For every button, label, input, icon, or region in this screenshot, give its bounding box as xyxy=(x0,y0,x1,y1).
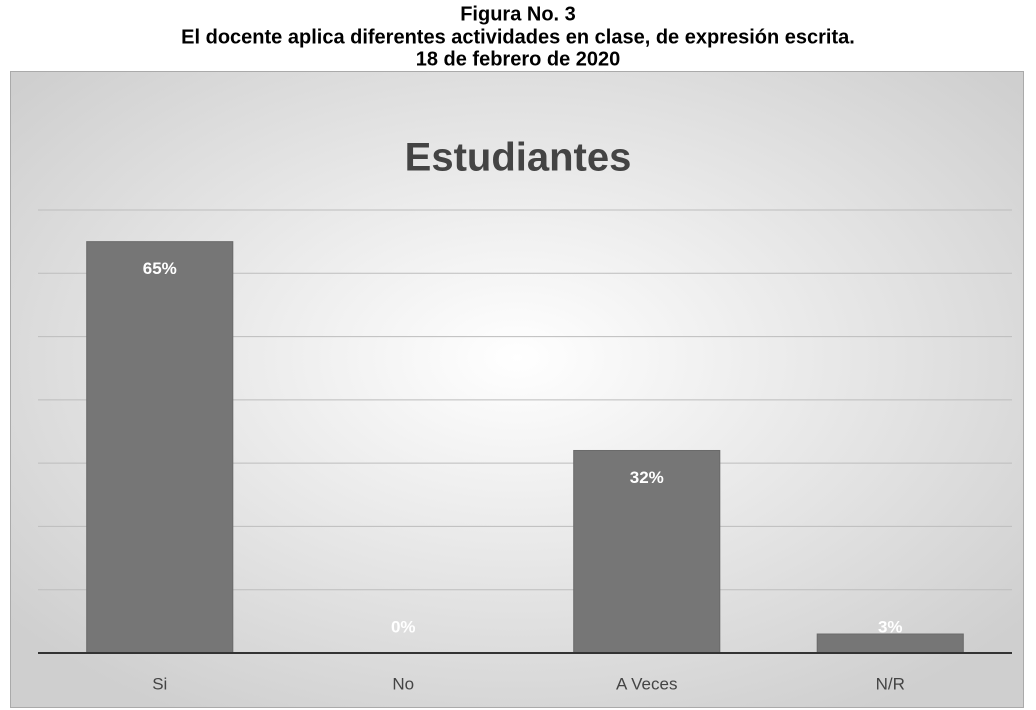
x-tick-label: A Veces xyxy=(616,674,677,693)
x-tick-label: Si xyxy=(152,674,167,693)
data-label: 0% xyxy=(391,617,416,636)
x-tick-label: No xyxy=(392,674,414,693)
caption: 18 de febrero de 2020 xyxy=(416,48,621,70)
data-label: 65% xyxy=(143,259,177,278)
bar xyxy=(816,633,964,654)
caption: Figura No. 3 xyxy=(460,3,576,25)
data-label: 32% xyxy=(630,468,664,487)
caption: El docente aplica diferentes actividades… xyxy=(181,26,855,48)
chart-title: Estudiantes xyxy=(405,136,632,180)
data-label: 3% xyxy=(878,617,903,636)
bar xyxy=(86,241,234,654)
bar xyxy=(573,449,721,654)
x-tick-label: N/R xyxy=(876,674,905,693)
